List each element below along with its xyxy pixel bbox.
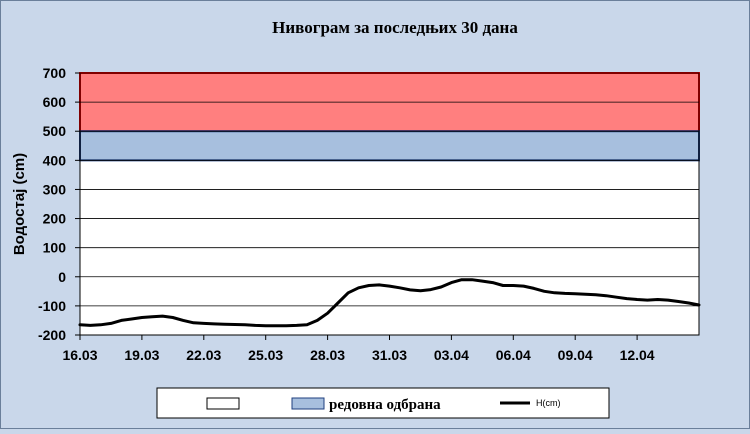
x-axis-ticks: 16.03 19.03 22.03 25.03 28.03 31.03 03.04 06.04… [62,335,655,363]
y-tick-label: 600 [43,94,67,110]
series-line-h [78,278,701,328]
legend-label-h: H(cm) [536,398,561,408]
plot-border [79,72,700,336]
y-axis-label: Водостај (cm) [11,153,28,255]
x-tick-label: 16.03 [62,347,97,363]
legend-swatch-regular-defense [291,397,325,410]
x-tick-label: 28.03 [310,347,345,363]
y-axis-ticks: -200 -100 0 100 200 300 400 500 600 700 [38,65,80,343]
legend-box [156,387,610,419]
x-tick-label: 31.03 [372,347,407,363]
y-tick-label: 200 [43,211,67,227]
y-tick-label: 400 [43,152,67,168]
x-tick-label: 09.04 [558,347,593,363]
y-tick-label: 0 [58,269,66,285]
x-tick-label: 06.04 [496,347,531,363]
y-tick-label: -100 [38,298,66,314]
series-group [78,278,701,328]
chart-title: Нивограм за последњих 30 дана [272,18,518,37]
legend: редовна одбрана H(cm) [156,387,610,419]
x-tick-label: 03.04 [434,347,469,363]
x-tick-label: 22.03 [186,347,221,363]
y-tick-label: 500 [43,123,67,139]
threshold-bands [79,72,700,162]
y-tick-label: -200 [38,327,66,343]
y-tick-label: 300 [43,181,67,197]
x-tick-label: 12.04 [620,347,655,363]
legend-label-regular-defense: редовна одбрана [329,397,441,413]
x-tick-label: 25.03 [248,347,283,363]
y-tick-label: 700 [43,65,67,81]
y-tick-label: 100 [43,240,67,256]
band-1 [79,130,700,162]
x-tick-label: 19.03 [124,347,159,363]
legend-swatch-empty [206,397,240,410]
